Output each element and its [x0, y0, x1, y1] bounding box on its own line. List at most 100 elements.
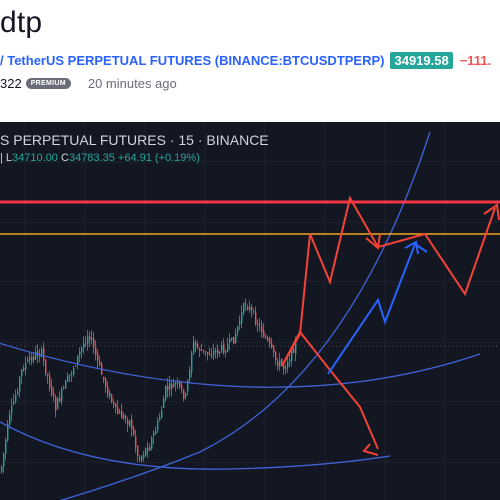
bullish-red-path-drawing[interactable] [281, 195, 379, 367]
candle-body [25, 363, 27, 371]
candle-body [57, 397, 59, 410]
candle-body [27, 359, 29, 362]
candle-body [201, 349, 203, 351]
candle-body [153, 433, 155, 437]
candle-body [241, 312, 243, 323]
candle-body [125, 416, 127, 419]
ohlc-marker: | [0, 152, 3, 164]
candle-body [247, 306, 249, 310]
candle-body [161, 409, 163, 418]
symbol-link[interactable]: / TetherUS PERPETUAL FUTURES (BINANCE:BT… [0, 52, 385, 68]
candle-body [111, 394, 113, 403]
low-label: L [5, 152, 13, 164]
candle-body [281, 358, 283, 366]
candle-body [177, 383, 179, 385]
candle-body [29, 357, 31, 360]
close-value: 34783.35 [68, 152, 115, 164]
candle-body [51, 386, 53, 395]
blue-arrow-tail [414, 243, 428, 253]
candle-body [79, 351, 81, 356]
candle-body [65, 380, 67, 389]
candle-body [107, 386, 109, 395]
candle-body [271, 343, 273, 348]
mid-arc-drawing[interactable] [0, 327, 481, 388]
candle-body [277, 361, 279, 367]
idea-header: dtp / TetherUS PERPETUAL FUTURES (BINANC… [0, 0, 500, 122]
candle-body [19, 377, 21, 392]
chart-grid [0, 122, 500, 500]
author-name[interactable]: 322 [0, 75, 22, 91]
candle-body [31, 356, 33, 362]
candle-body [135, 436, 137, 447]
candle-body [249, 307, 251, 311]
lower-arc-drawing[interactable] [0, 421, 391, 470]
candle-body [275, 351, 277, 361]
candle-body [233, 336, 235, 344]
candle-body [7, 424, 9, 441]
candle-body [253, 311, 255, 313]
candle-body [289, 359, 291, 362]
candle-body [257, 323, 259, 326]
idea-title: dtp [0, 6, 43, 39]
candle-body [205, 351, 207, 353]
candle-body [285, 366, 287, 370]
candle-body [89, 336, 91, 341]
candle-body [255, 312, 257, 325]
candle-body [197, 344, 199, 348]
candle-body [265, 336, 267, 338]
candle-body [223, 343, 225, 353]
candle-body [173, 383, 175, 387]
candle-body [35, 352, 37, 360]
candle-body [183, 389, 185, 399]
candle-body [39, 354, 41, 358]
candle-body [129, 420, 131, 426]
red-arrow-head-1 [365, 233, 381, 250]
candle-body [61, 389, 63, 402]
chart-symbol-legend: S PERPETUAL FUTURES · 15 · BINANCE [0, 132, 269, 148]
candle-body [211, 355, 213, 357]
low-value: 34710.00 [12, 152, 58, 164]
candle-body [15, 395, 17, 402]
chart-area[interactable]: S PERPETUAL FUTURES · 15 · BINANCE | L34… [0, 122, 500, 500]
candle-body [45, 359, 47, 374]
candle-body [127, 420, 129, 425]
symbol-line: / TetherUS PERPETUAL FUTURES (BINANCE:BT… [0, 50, 491, 70]
candle-body [207, 351, 209, 354]
red-continuation-path[interactable] [377, 207, 496, 297]
candle-body [221, 345, 223, 352]
rising-curve-drawing[interactable] [0, 131, 431, 500]
candle-body [47, 373, 49, 377]
candle-body [143, 454, 145, 458]
candle-body [227, 344, 229, 352]
candle-body [269, 338, 271, 344]
candle-body [97, 352, 99, 361]
candle-body [225, 351, 227, 353]
candle-body [155, 430, 157, 435]
candle-body [33, 356, 35, 360]
candle-body [91, 337, 93, 340]
candle-body [159, 417, 161, 421]
chart-canvas[interactable] [0, 122, 500, 500]
candle-body [219, 351, 221, 354]
candle-body [283, 365, 285, 369]
candle-body [113, 401, 115, 405]
blue-projection-path[interactable] [327, 243, 416, 375]
candle-body [239, 321, 241, 325]
candle-body [251, 306, 253, 311]
candle-body [287, 361, 289, 368]
candle-body [189, 369, 191, 380]
candle-body [17, 391, 19, 394]
candle-body [167, 385, 169, 391]
candle-body [13, 401, 15, 405]
candle-body [103, 376, 105, 381]
candle-body [235, 333, 237, 343]
candle-body [215, 350, 217, 353]
candle-body [199, 348, 201, 352]
candle-body [1, 466, 3, 472]
candle-body [105, 378, 107, 387]
candle-body [217, 349, 219, 354]
blue-arrow-head [404, 240, 419, 255]
publish-time: 20 minutes ago [87, 75, 177, 91]
candle-body [191, 353, 193, 372]
candle-body [67, 375, 69, 382]
